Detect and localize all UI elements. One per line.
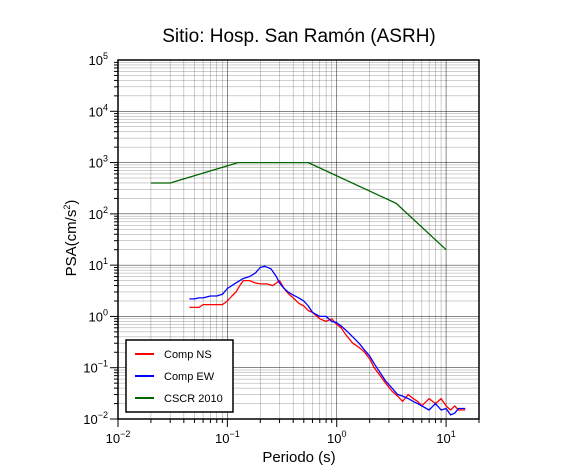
x-tick-label-exp: 0 (341, 429, 346, 439)
y-tick-label-exp: −2 (98, 410, 108, 420)
axis-ticks (110, 61, 480, 427)
y-tick-label-base: 10 (89, 156, 103, 171)
y-axis-label-sup: 2 (62, 205, 72, 210)
y-tick-label: 10−1 (83, 359, 108, 376)
y-tick-label-base: 10 (89, 53, 103, 68)
y-tick-label-exp: 4 (103, 102, 108, 112)
series-layer (150, 161, 466, 416)
legend-label: Comp EW (164, 371, 215, 383)
y-tick-label: 105 (89, 51, 108, 68)
x-tick-label: 100 (327, 429, 346, 446)
y-tick-label-base: 10 (89, 207, 103, 222)
x-tick-label-base: 10 (327, 431, 341, 446)
y-tick-label: 101 (89, 256, 108, 273)
y-tick-label-base: 10 (89, 309, 103, 324)
y-axis-label: PSA(cm/s2) (62, 200, 80, 277)
y-axis-label-tail: ) (63, 200, 80, 205)
y-tick-label-base: 10 (83, 412, 97, 427)
y-tick-label: 104 (89, 102, 108, 119)
y-tick-label-exp: 2 (103, 205, 108, 215)
y-tick-label: 10−2 (83, 410, 108, 427)
x-tick-label-exp: −1 (229, 429, 239, 439)
y-tick-label-base: 10 (89, 258, 103, 273)
y-tick-label-exp: 3 (103, 154, 108, 164)
series-line-3 (150, 161, 447, 251)
y-tick-label-exp: −1 (98, 359, 108, 369)
y-tick-label-exp: 1 (103, 256, 108, 266)
y-tick-label: 103 (89, 154, 108, 171)
x-tick-label: 10−1 (215, 429, 240, 446)
legend-label: Comp NS (164, 349, 212, 361)
x-tick-label-base: 10 (106, 431, 120, 446)
x-tick-label: 101 (436, 429, 455, 446)
x-tick-label-exp: −2 (120, 429, 130, 439)
x-axis-label: Periodo (s) (262, 449, 335, 466)
legend: Comp NS Comp EW CSCR 2010 (125, 339, 234, 413)
chart-title: Sitio: Hosp. San Ramón (ASRH) (162, 26, 436, 47)
y-tick-label-base: 10 (89, 104, 103, 119)
y-tick-label: 100 (89, 307, 108, 324)
x-tick-label-exp: 1 (451, 429, 456, 439)
x-tick-labels: 10−2 10−1 100 101 (106, 429, 456, 446)
y-tick-label-exp: 5 (103, 51, 108, 61)
legend-label: CSCR 2010 (164, 393, 223, 405)
x-tick-label-base: 10 (436, 431, 450, 446)
y-tick-label: 102 (89, 205, 108, 222)
series-line-2 (189, 265, 466, 416)
plot-frame (117, 59, 480, 420)
series-line-1 (189, 279, 466, 411)
y-tick-label-exp: 0 (103, 307, 108, 317)
x-tick-label: 10−2 (106, 429, 131, 446)
x-tick-label-base: 10 (215, 431, 229, 446)
y-tick-label-base: 10 (83, 361, 97, 376)
y-axis-label-main: PSA(cm/s (63, 210, 80, 277)
